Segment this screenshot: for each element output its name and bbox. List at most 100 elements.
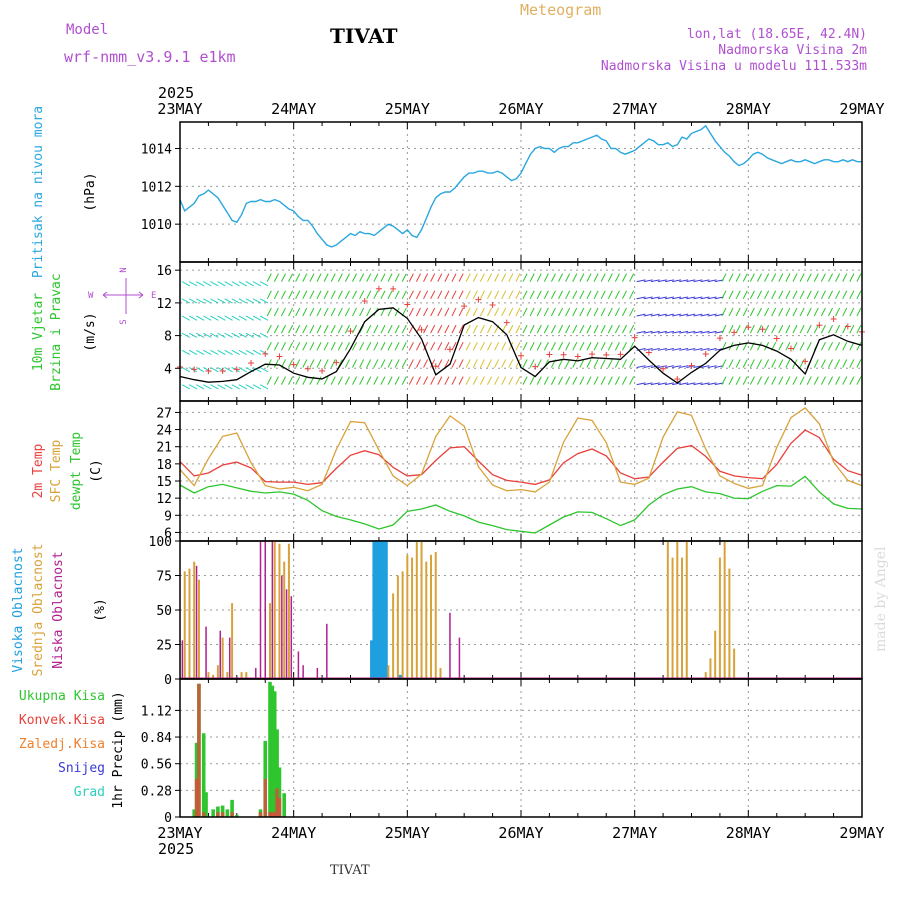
wind-barb	[309, 359, 315, 368]
wind-barb	[856, 273, 862, 282]
wind-barb	[188, 349, 198, 356]
cloud-bar-visoka	[379, 541, 384, 679]
wind-barb	[550, 324, 556, 334]
wind-barb-band	[408, 273, 464, 385]
wind-barb	[316, 273, 322, 282]
cloud-bar-niska	[181, 640, 184, 679]
wind-barb	[536, 273, 542, 282]
y-tick-label: 1.12	[141, 704, 172, 719]
wind-barb	[444, 290, 450, 300]
compass-rose: W E N S	[88, 267, 156, 324]
wind-barb	[771, 376, 777, 385]
date-label-bottom: 28MAY	[726, 824, 771, 842]
wind-barb	[373, 273, 379, 282]
wind-barb	[316, 376, 322, 385]
wind-gust-marker	[617, 351, 624, 358]
wind-barb	[622, 290, 627, 300]
wind-barb	[238, 298, 247, 304]
pressure-axis-label: Pritisak na nivou mora	[31, 106, 46, 278]
wind-barb	[366, 273, 372, 282]
legend-snijeg: Snijeg	[58, 761, 105, 776]
wind-barb	[820, 359, 826, 368]
cloud-axis-label-3: Niska Oblacnost	[51, 551, 66, 668]
wind-barb	[614, 324, 620, 334]
date-label-bottom: 25MAY	[385, 824, 430, 842]
wind-barb	[245, 384, 255, 390]
wind-barb	[764, 290, 770, 300]
wind-barb	[813, 290, 819, 300]
wind-barb	[650, 279, 660, 283]
wind-barb	[217, 281, 226, 287]
wind-barb	[813, 307, 819, 317]
wind-gust-marker	[546, 351, 553, 358]
compass-arrows	[102, 278, 144, 314]
wind-barb	[423, 376, 429, 385]
wind-gust-marker	[816, 322, 823, 329]
wind-barb	[266, 307, 272, 317]
wind-barb	[281, 324, 286, 334]
wind-gust-marker	[404, 301, 411, 308]
wind-barb	[302, 359, 308, 368]
cloud-bar-srednja	[666, 541, 669, 679]
wind-barb	[288, 273, 294, 282]
wind-gust-marker	[844, 323, 851, 330]
wind-barb	[629, 307, 635, 317]
wind-barb	[835, 324, 841, 334]
wind-barb	[494, 307, 500, 317]
wind-barb	[792, 342, 798, 351]
wind-gust-marker	[787, 345, 794, 352]
wind-barb	[309, 273, 315, 282]
wind-barb	[266, 324, 272, 334]
wind-barb	[451, 307, 457, 317]
wind-barb	[415, 290, 421, 300]
wind-barb	[856, 324, 862, 334]
wind-barb	[309, 342, 315, 351]
wind-barb	[288, 376, 294, 385]
date-label-top: 28MAY	[726, 100, 771, 118]
precip-series	[194, 683, 282, 817]
date-label-top: 23MAY	[157, 100, 202, 118]
wind-barb	[622, 376, 627, 385]
wind-barb	[387, 273, 393, 282]
wind-barb	[657, 279, 667, 283]
wind-barb	[643, 313, 653, 317]
wind-barb	[614, 273, 620, 282]
wind-barb	[252, 384, 262, 390]
wind-barb	[444, 376, 450, 385]
wind-barb	[344, 290, 350, 300]
wind-gust-marker	[532, 363, 539, 370]
wind-barb	[401, 359, 407, 368]
cloud-bar-srednja	[671, 557, 674, 679]
wind-barb	[408, 307, 414, 317]
wind-gust-marker	[631, 334, 638, 341]
wind-barb	[430, 376, 436, 385]
wind-barb	[792, 290, 798, 300]
wind-barb	[728, 307, 734, 317]
wind-barb	[437, 342, 443, 351]
wind-barb	[380, 376, 386, 385]
wind-barb	[742, 359, 748, 368]
precip-panel: 0 0.28 0.56 0.84 1.12 Ukupna Kisa Konvek.Kisa Z…	[19, 678, 863, 826]
wind-barb	[181, 332, 191, 338]
wind-barb	[487, 307, 493, 317]
cloud-unit-label: (%)	[93, 598, 108, 621]
wind-barb	[735, 324, 741, 334]
wind-gust-marker	[319, 367, 326, 374]
wind-barb	[828, 376, 834, 385]
wind-barb	[742, 290, 748, 300]
cloud-bar-niska	[281, 575, 283, 679]
temp-sfc-line	[179, 407, 863, 493]
precip-bar-konvek	[197, 683, 201, 817]
y-tick-label: 12	[156, 492, 172, 507]
cloud-bar-niska	[255, 667, 257, 679]
wind-barb	[849, 376, 855, 385]
cloud-bar-niska	[316, 667, 319, 679]
wind-barb	[316, 307, 322, 317]
wind-barb	[359, 376, 365, 385]
wind-barb	[266, 273, 272, 282]
wind-barb	[849, 342, 855, 351]
wind-barb	[636, 296, 646, 300]
cloud-bar-niska	[326, 623, 328, 679]
wind-barb	[749, 359, 755, 368]
wind-barb	[352, 273, 358, 282]
